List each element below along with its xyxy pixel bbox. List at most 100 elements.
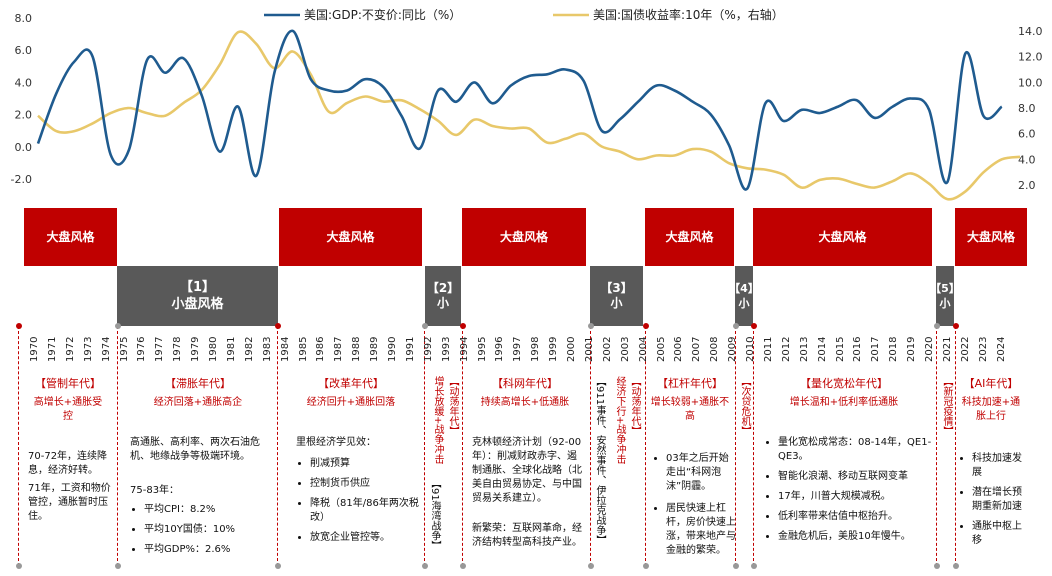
band-large-cap-5: 大盘风格 [753,208,932,266]
right-tick-label: 10.0 [1018,76,1043,89]
year-label: 2010 [745,336,756,362]
band-large-cap-6: 大盘风格 [955,208,1027,266]
era11-item: 科技加速发展 [972,452,1028,480]
era-divider [117,326,118,566]
year-label: 1998 [530,336,542,362]
year-label: 1975 [118,336,130,362]
year-label: 2016 [852,336,864,362]
era9-item: 量化宽松成常态：08-14年，QE1-QE3。 [778,436,932,464]
year-label: 2023 [977,336,989,362]
era3-sub: 经济回升+通胀回落 [306,397,396,408]
era9-item: 金融危机后，美股10年慢牛。 [778,530,932,544]
era11-item: 潜在增长预期重新加速 [972,486,1028,514]
year-label: 2021 [941,336,953,362]
band-small-cap-3-text: 【3】 小 [600,281,633,310]
year-label: 1996 [494,336,506,362]
era10-title: 【新冠疫情】 [941,376,952,436]
band-small-cap-5: 【5】 小 [930,266,960,326]
year-label: 2002 [601,336,613,362]
left-axis-ticks: 8.0 6.0 4.0 2.0 0.0 -2.0 [11,12,32,186]
era-divider [735,326,736,566]
year-label: 1971 [46,336,58,362]
year-label: 1989 [369,336,381,362]
year-label: 2001 [583,336,595,362]
macro-line-chart: 8.0 6.0 4.0 2.0 0.0 -2.0 14.0 12.0 10.0 8.0 6.0 4.… [11,7,1043,201]
left-tick-label: -2.0 [11,173,32,186]
era5-title: 【科网年代】 [492,377,558,390]
divider-dot [952,563,959,569]
year-label: 1978 [172,336,184,362]
era11-list: 科技加速发展 潜在增长预期重新加速 通胀中枢上移 [958,452,1028,554]
divider-dot [274,323,281,329]
year-label: 1988 [351,336,363,362]
year-label: 1980 [208,336,219,362]
era2-body: 高通胀、高利率、两次石油危机、地缘战争等极端环境。 [130,437,260,462]
band-large-cap-1: 大盘风格 [24,208,117,266]
left-tick-label: 8.0 [15,12,33,25]
year-label: 2020 [924,336,935,362]
era2-title: 【滞胀年代】 [165,377,231,390]
era9-item: 智能化浪潮、移动互联网变革 [778,470,932,484]
era-divider [955,326,956,566]
year-label: 1972 [64,336,76,362]
divider-dot [421,323,428,329]
era-divider [462,326,463,566]
legend-yield: 美国:国债收益率:10年（%，右轴） [593,7,784,22]
era-divider [936,326,937,566]
band-small-cap-2-text: 【2】 小 [426,281,460,310]
era6-sub: 经济下行+战争冲击 [614,376,625,465]
year-label: 2022 [959,336,971,362]
band-small-cap-4-text: 【4】 小 [729,282,759,310]
year-label: 1994 [458,336,470,362]
year-label: 1973 [82,336,94,362]
left-tick-label: 0.0 [15,141,33,154]
divider-dot [114,323,121,329]
era1-body-2: 71年，工资和物价管控，通胀暂时压住。 [28,483,111,522]
year-label: 2008 [709,336,721,362]
year-label: 1970 [29,336,40,362]
year-label: 1981 [225,336,237,362]
year-label: 1985 [297,336,309,362]
divider-dot [933,323,940,329]
era7-sub: 增长较弱+通胀不 高 [650,397,730,422]
band-small-cap-1-text: 【1】 小盘风格 [171,280,224,312]
year-label: 2009 [727,336,739,362]
right-tick-label: 8.0 [1018,102,1036,115]
year-label: 1986 [315,336,327,362]
year-label: 2011 [762,336,774,362]
year-label: 2003 [619,336,631,362]
right-tick-label: 2.0 [1018,179,1036,192]
era3-item: 削减预算 [310,457,420,471]
year-label: 1983 [261,336,273,362]
year-label: 2019 [906,336,918,362]
era2-item: 平均10Y国债：10% [144,523,270,537]
era-divider [590,326,591,566]
era3-head: 里根经济学见效： [296,437,376,448]
year-label: 1974 [100,336,112,362]
band-large-cap-2: 大盘风格 [279,208,422,266]
divider-dot [750,563,757,569]
era5-sub: 持续高增长+低通胀 [480,397,570,408]
era9-item: 低利率带来估值中枢抬升。 [778,510,932,524]
divider-dot [459,323,466,329]
year-label: 1987 [333,336,345,362]
era4-sub: 增长放缓+战争冲击 [432,376,443,465]
divider-dot [459,563,466,569]
divider-dot [15,323,22,329]
era1-title: 【管制年代】 [35,377,101,390]
year-label: 1991 [404,336,416,362]
band-large-cap-3: 大盘风格 [462,208,586,266]
divider-dot [933,563,940,569]
year-label: 2006 [673,336,685,362]
divider-dot [587,323,594,329]
year-label: 2014 [816,336,828,362]
era6-title: 【动荡年代】 [629,376,640,436]
divider-dot [750,323,757,329]
divider-dot [732,563,739,569]
year-label: 2013 [798,336,810,362]
legend-gdp: 美国:GDP:不变价:同比（%） [304,7,461,22]
right-tick-label: 6.0 [1018,128,1036,141]
era2-item: 平均CPI：8.2% [144,503,270,517]
era8-title: 【次贷危机】 [739,376,750,436]
era7-list: 03年之后开始走出“科网泡沫”阴霾。 居民快速上杠杆，房价快速上涨，带来地产与金… [652,452,736,564]
